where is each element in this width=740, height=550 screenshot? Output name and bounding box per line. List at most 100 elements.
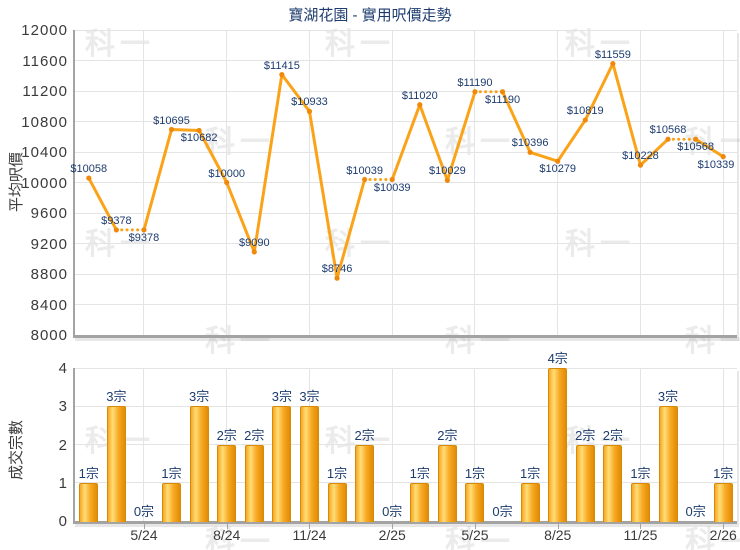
gridline [75, 444, 737, 445]
watermark-text: 科一 [445, 526, 515, 550]
watermark-text: 科一 [325, 28, 395, 61]
volume-ytick: 3 [58, 398, 68, 416]
gridline [75, 304, 737, 305]
volume-bar [217, 444, 237, 522]
axis-tick [640, 524, 642, 529]
gridline [226, 30, 228, 335]
volume-bar [658, 406, 678, 522]
gridline [474, 368, 476, 521]
gridline [75, 482, 737, 484]
price-ytick: 11600 [22, 52, 68, 70]
gridline [557, 30, 559, 335]
volume-bar [410, 482, 430, 522]
volume-count-label: 2宗 [602, 427, 623, 443]
axis-tick [392, 524, 394, 529]
gridline [75, 29, 737, 31]
x-tick-label: 8/25 [544, 527, 572, 543]
price-ytick: 10000 [21, 174, 68, 192]
gridline [75, 273, 737, 275]
gridline [308, 30, 310, 335]
volume-count-label: 1宗 [464, 465, 486, 481]
price-point-label: $8746 [321, 263, 353, 276]
volume-count-label: 4宗 [547, 351, 568, 366]
volume-bar [630, 482, 650, 522]
price-point-label: $10568 [649, 124, 687, 137]
volume-bar [189, 406, 209, 522]
price-point-label: $10279 [539, 163, 577, 176]
volume-count-label: 2宗 [575, 427, 596, 443]
chart-title: 寶湖花園 - 實用呎價走勢 [288, 7, 452, 24]
gridline [75, 90, 737, 92]
volume-bar [465, 482, 485, 522]
watermark-text: 科一 [85, 228, 155, 261]
watermark-text: 科一 [445, 325, 515, 358]
watermark-text: 科一 [565, 228, 635, 261]
axis-tick [226, 524, 228, 529]
price-point-label: $10228 [622, 150, 659, 163]
volume-count-label: 0宗 [492, 504, 513, 519]
price-ytick: 12000 [21, 22, 68, 39]
volume-count-label: 3宗 [106, 389, 127, 405]
price-point-label: $9378 [101, 214, 132, 227]
price-point-label: $9378 [128, 231, 160, 244]
price-ytick: 9600 [30, 205, 68, 222]
gridline [722, 368, 724, 521]
volume-bar [244, 444, 264, 522]
x-tick-label: 11/24 [292, 527, 327, 543]
price-point-label: $11190 [457, 76, 493, 89]
gridline [639, 368, 641, 521]
volume-count-label: 1宗 [520, 465, 541, 481]
volume-count-label: 0宗 [133, 504, 155, 519]
gridline [722, 30, 724, 335]
volume-count-label: 1宗 [713, 465, 734, 481]
price-point-label: $10339 [697, 158, 735, 171]
volume-count-label: 2宗 [437, 427, 458, 443]
price-point-label: $10029 [429, 165, 466, 178]
volume-count-label: 3宗 [271, 389, 292, 405]
axis-tick [143, 524, 145, 529]
price-ytick: 8400 [30, 296, 68, 314]
volume-count-label: 2宗 [216, 427, 237, 443]
volume-bar [437, 444, 457, 522]
price-point-label: $11559 [594, 48, 631, 61]
price-point-label: $11415 [263, 59, 300, 72]
x-tick-label: 5/24 [130, 527, 158, 543]
volume-bar [327, 482, 347, 522]
gridline [143, 368, 145, 521]
price-ytick: 9200 [30, 235, 68, 253]
price-point-label: $11190 [484, 93, 521, 106]
price-point-label: $9090 [238, 236, 270, 249]
volume-count-label: 1宗 [78, 465, 99, 481]
volume-bar [713, 482, 733, 522]
volume-bar [603, 444, 623, 522]
x-tick-label: 8/24 [213, 527, 241, 543]
watermark-text: 科一 [85, 28, 155, 61]
volume-count-label: 2宗 [244, 427, 265, 443]
price-point-label: $10039 [373, 181, 411, 194]
axis-tick [309, 524, 311, 529]
volume-count-label: 1宗 [409, 465, 430, 481]
price-point-label: $10695 [153, 114, 190, 127]
watermark-text: 科一 [205, 526, 275, 550]
price-point-label: $10039 [346, 164, 383, 177]
volume-bar [355, 444, 375, 522]
volume-bar [299, 406, 319, 522]
x-tick-label: 5/25 [461, 527, 489, 543]
volume-count-label: 1宗 [630, 465, 651, 481]
volume-ytick: 0 [58, 513, 68, 530]
price-point-label: $10058 [70, 163, 108, 176]
gridline [75, 60, 737, 61]
price-ytick: 10400 [21, 144, 68, 161]
volume-count-label: 1宗 [161, 465, 182, 481]
volume-count-label: 3宗 [657, 389, 679, 405]
volume-bar [575, 444, 595, 522]
gridline [75, 243, 737, 244]
price-ytick: 10800 [21, 113, 68, 131]
gridline [75, 367, 737, 369]
volume-bar [162, 482, 182, 522]
volume-count-label: 0宗 [685, 504, 706, 519]
volume-count-label: 3宗 [189, 389, 210, 405]
gridline [391, 368, 393, 521]
watermark-text: 科一 [565, 28, 635, 61]
